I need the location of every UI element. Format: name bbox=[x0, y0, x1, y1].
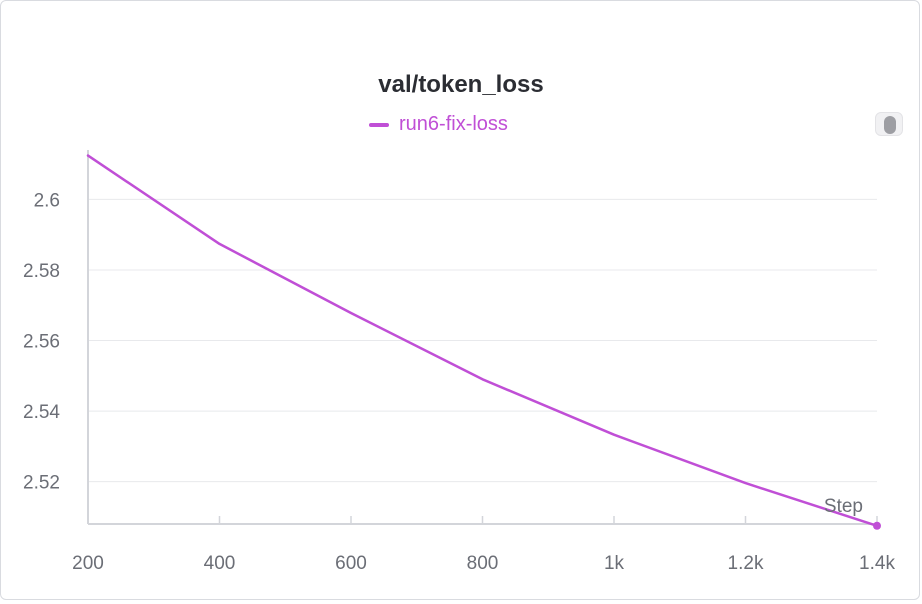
x-tick-label: 1k bbox=[604, 553, 625, 574]
axis-layer bbox=[87, 150, 878, 525]
chart-title: val/token_loss bbox=[378, 71, 544, 98]
x-tick-label: 400 bbox=[204, 553, 236, 574]
y-tick-label: 2.6 bbox=[34, 190, 60, 211]
y-tick-label: 2.52 bbox=[23, 473, 60, 494]
y-tick-label: 2.54 bbox=[23, 402, 60, 423]
x-tick-label: 600 bbox=[335, 553, 367, 574]
series-end-point bbox=[873, 521, 881, 530]
x-axis-label: Step bbox=[824, 496, 863, 517]
y-tick-label: 2.56 bbox=[23, 332, 60, 353]
series-layer bbox=[86, 154, 881, 530]
label-layer: 2.52 2.54 2.56 2.58 2.6 200 400 600 800 1k 1.2k 1.4… bbox=[23, 190, 895, 574]
grid-layer bbox=[88, 198, 877, 483]
legend-swatch bbox=[369, 122, 389, 127]
legend[interactable]: run6-fix-loss bbox=[369, 113, 508, 136]
x-tick-label: 800 bbox=[467, 553, 499, 574]
y-tick-label: 2.58 bbox=[23, 261, 60, 282]
x-tick-label: 1.4k bbox=[859, 553, 895, 574]
x-tick-label: 1.2k bbox=[728, 553, 764, 574]
legend-label: run6-fix-loss bbox=[399, 113, 508, 135]
x-tick-label: 200 bbox=[72, 553, 104, 574]
legend-scroll-handle[interactable] bbox=[875, 112, 903, 136]
series-line bbox=[86, 154, 879, 528]
scroll-knob-icon bbox=[884, 116, 896, 134]
